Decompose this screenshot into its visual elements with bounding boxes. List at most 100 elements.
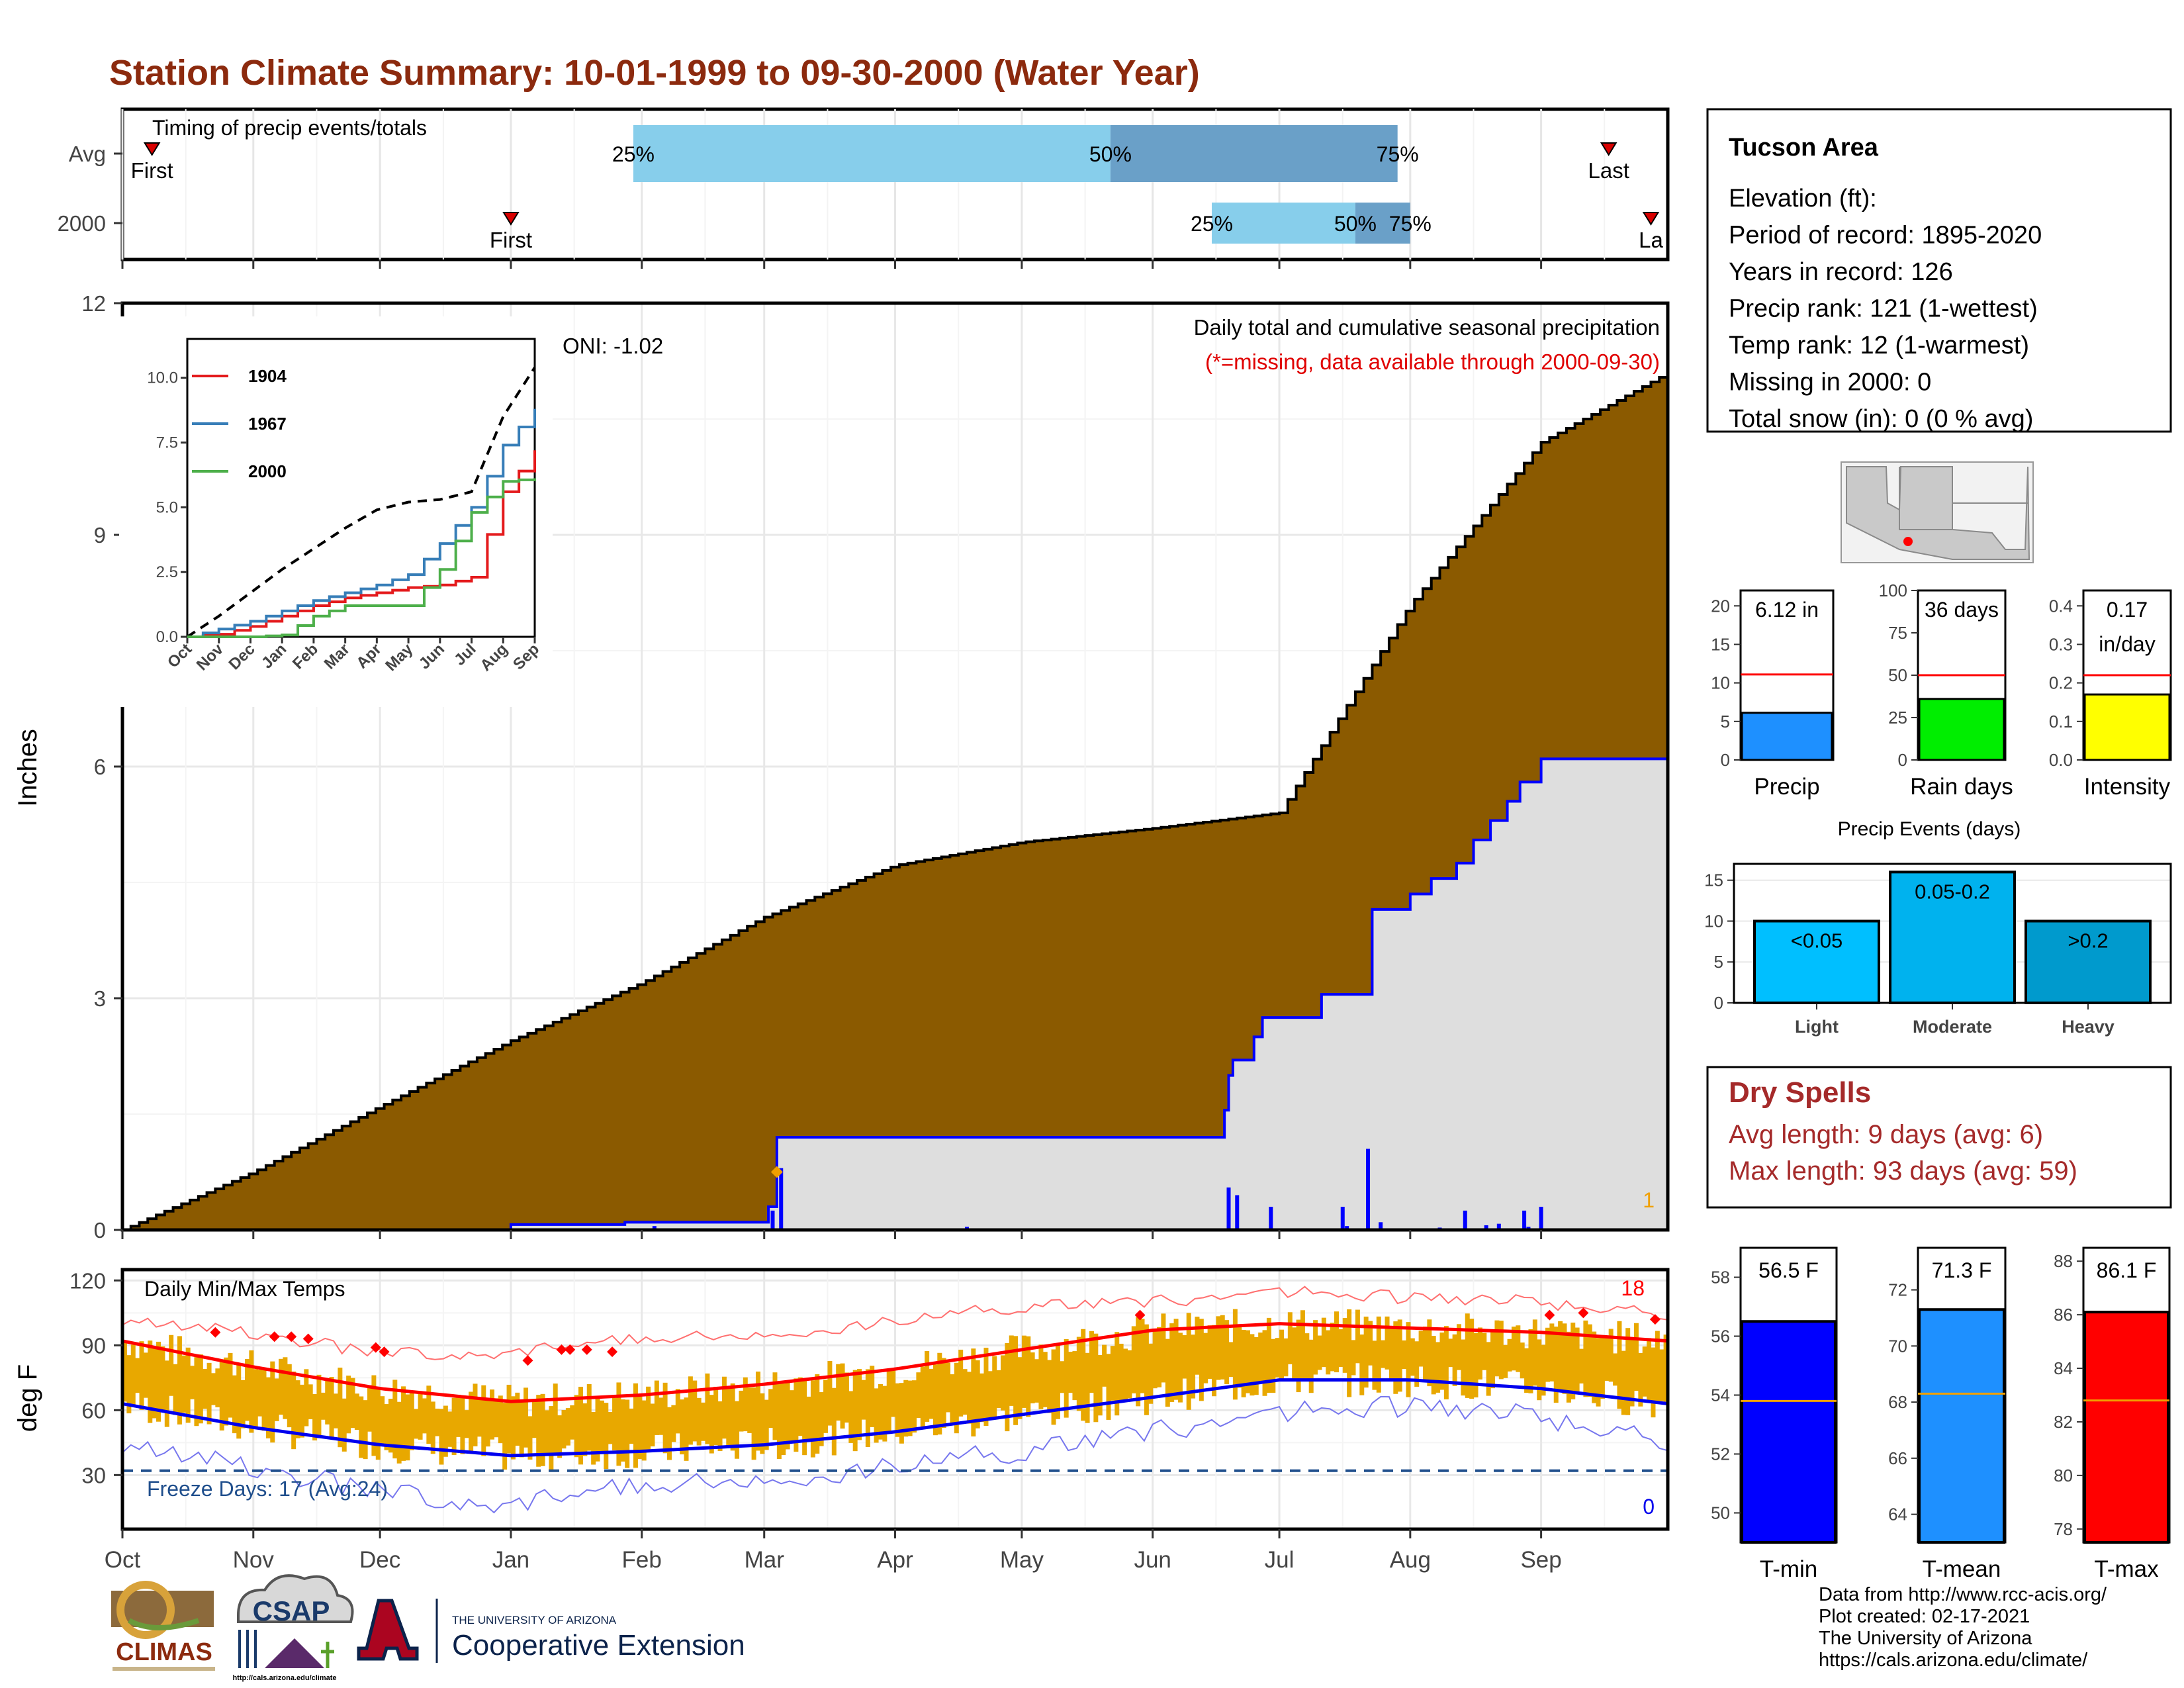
timing-box-lower bbox=[1211, 203, 1355, 244]
timing-last-label: La bbox=[1639, 228, 1663, 252]
daily-temp-bar bbox=[1385, 1316, 1390, 1370]
temp-bar-y-tick-label: 66 bbox=[1888, 1448, 1907, 1468]
month-tick-label: Jun bbox=[1134, 1547, 1171, 1573]
daily-temp-bar bbox=[1005, 1342, 1010, 1432]
daily-temp-bar bbox=[308, 1384, 313, 1419]
station-name: Tucson Area bbox=[1729, 134, 1879, 162]
daily-temp-bar bbox=[899, 1383, 904, 1444]
daily-temp-bar bbox=[371, 1375, 377, 1456]
daily-temp-bar bbox=[1368, 1321, 1373, 1366]
daily-temp-bar bbox=[422, 1398, 427, 1434]
inset-legend: 1904 1967 2000 bbox=[192, 366, 287, 481]
daily-temp-bar bbox=[396, 1401, 402, 1464]
daily-temp-bar bbox=[1131, 1326, 1136, 1393]
daily-temp-bar bbox=[1388, 1328, 1394, 1379]
record-high-marker bbox=[565, 1344, 576, 1355]
temp-y-tick-label: 30 bbox=[81, 1463, 106, 1487]
daily-temp-bar bbox=[1258, 1333, 1263, 1383]
month-tick-label: Feb bbox=[622, 1547, 662, 1573]
daily-temp-bar bbox=[1068, 1351, 1073, 1393]
daily-temp-bar bbox=[844, 1372, 849, 1423]
daily-precip-bar bbox=[770, 1210, 775, 1230]
daily-precip-bar bbox=[779, 1168, 784, 1230]
daily-temp-bar bbox=[1127, 1350, 1132, 1399]
daily-precip-bar bbox=[1340, 1207, 1345, 1230]
daily-temp-bar bbox=[173, 1364, 178, 1415]
daily-temp-bar bbox=[1659, 1349, 1664, 1401]
daily-temp-bar bbox=[1443, 1326, 1449, 1399]
daily-temp-bar bbox=[713, 1386, 719, 1446]
daily-temp-bar bbox=[430, 1401, 435, 1454]
daily-temp-bar bbox=[1592, 1331, 1597, 1403]
daily-temp-bar bbox=[1376, 1316, 1381, 1393]
daily-temp-bar bbox=[169, 1335, 174, 1396]
daily-temp-bar bbox=[815, 1374, 820, 1454]
daily-temp-bar bbox=[1477, 1327, 1482, 1380]
station-info-line: Period of record: 1895-2020 bbox=[1729, 222, 2042, 250]
mini-bar-y-tick-label: 0.3 bbox=[2049, 634, 2073, 654]
daily-temp-bar bbox=[946, 1362, 951, 1413]
dry-spells-avg: Avg length: 9 days (avg: 6) bbox=[1729, 1120, 2043, 1149]
climas-tagline bbox=[113, 1667, 215, 1671]
daily-temp-bar bbox=[1211, 1325, 1216, 1397]
temp-panel: 30 60 90 120 Oct Nov Dec Jan Feb Mar Apr May Jun Jul A… bbox=[13, 1268, 1670, 1573]
daily-temp-bar bbox=[1579, 1348, 1584, 1383]
daily-temp-bar bbox=[1250, 1334, 1255, 1396]
events-frame bbox=[1733, 863, 2172, 1004]
daily-temp-bar bbox=[1097, 1354, 1103, 1416]
daily-temp-bar bbox=[1596, 1338, 1601, 1407]
daily-temp-bar bbox=[341, 1398, 347, 1452]
daily-temp-bar bbox=[1507, 1338, 1512, 1372]
daily-temp-bar bbox=[1457, 1324, 1461, 1370]
inset-frame bbox=[186, 338, 536, 638]
daily-temp-bar bbox=[257, 1370, 263, 1417]
csap-mountain bbox=[265, 1638, 324, 1668]
mini-bar-y-tick-label: 0 bbox=[1898, 750, 1907, 770]
temp-bar-y-tick-label: 58 bbox=[1711, 1268, 1730, 1288]
rain-days-bar bbox=[1918, 698, 2005, 761]
climas-wordmark: CLIMAS bbox=[116, 1638, 212, 1666]
events-bar-label: >0.2 bbox=[2068, 929, 2108, 952]
daily-temp-bar bbox=[599, 1400, 604, 1452]
daily-temp-bar bbox=[1140, 1319, 1145, 1393]
daily-temp-bar bbox=[1351, 1340, 1356, 1376]
daily-temp-bar bbox=[721, 1376, 727, 1439]
daily-temp-bar bbox=[1524, 1348, 1529, 1393]
daily-temp-bar bbox=[591, 1411, 596, 1465]
csap-rain bbox=[238, 1630, 257, 1668]
events-category-label: Heavy bbox=[2062, 1017, 2115, 1037]
daily-temp-bar bbox=[865, 1369, 870, 1448]
daily-temp-bar bbox=[333, 1393, 338, 1429]
month-tick-label: Apr bbox=[877, 1547, 913, 1573]
daily-temp-bar bbox=[485, 1399, 490, 1447]
daily-temp-bar bbox=[270, 1361, 275, 1443]
daily-temp-bar bbox=[1055, 1344, 1060, 1419]
daily-temp-bar bbox=[1528, 1329, 1533, 1393]
mini-bar-y-tick-label: 10 bbox=[1711, 673, 1730, 693]
temp-bar-y-tick-label: 80 bbox=[2054, 1466, 2073, 1485]
daily-temp-bar bbox=[490, 1389, 495, 1440]
daily-temp-bar bbox=[650, 1403, 655, 1447]
temp-bar-y-tick-label: 68 bbox=[1888, 1392, 1907, 1412]
csap-url: http://cals.arizona.edu/climate bbox=[232, 1674, 336, 1682]
daily-temp-bar bbox=[882, 1385, 887, 1442]
daily-temp-bar bbox=[148, 1340, 153, 1423]
csap-logo: CSAP http://cals.arizona.edu/climate bbox=[232, 1574, 354, 1682]
daily-temp-bar bbox=[240, 1380, 246, 1429]
daily-temp-bar bbox=[456, 1394, 461, 1437]
timing-row-label: 2000 bbox=[58, 211, 106, 236]
station-info-line: Elevation (ft): bbox=[1729, 185, 1877, 212]
daily-temp-bar bbox=[557, 1415, 563, 1458]
daily-temp-bar bbox=[760, 1393, 765, 1454]
events-y-tick-label: 0 bbox=[1714, 993, 1723, 1013]
mini-bar-y-tick-label: 5 bbox=[1721, 712, 1730, 731]
daily-temp-bar bbox=[1186, 1313, 1191, 1410]
footer-line-3: The University of Arizona bbox=[1819, 1628, 2032, 1649]
daily-temp-bar bbox=[1047, 1360, 1052, 1413]
daily-temp-bar bbox=[236, 1365, 242, 1439]
daily-temp-bar bbox=[392, 1380, 398, 1459]
inset-average-line bbox=[186, 366, 536, 638]
daily-temp-bar bbox=[1469, 1319, 1475, 1399]
daily-temp-bar bbox=[1642, 1346, 1647, 1397]
daily-temp-bar bbox=[751, 1387, 756, 1460]
